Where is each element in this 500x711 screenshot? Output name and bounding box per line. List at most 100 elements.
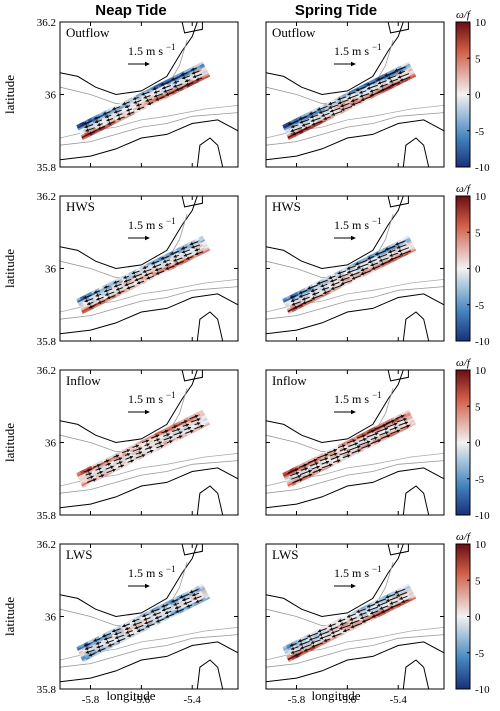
- velocity-arrowhead: [182, 76, 186, 80]
- coastline-ceuta: [402, 485, 430, 515]
- velocity-arrowhead: [308, 469, 312, 474]
- bathymetry-contour: [266, 112, 444, 146]
- velocity-arrowhead: [359, 612, 363, 616]
- velocity-arrowhead: [118, 457, 122, 461]
- velocity-arrowhead: [297, 475, 302, 479]
- velocity-arrowhead: [312, 292, 316, 296]
- scale-arrowhead: [351, 583, 356, 589]
- velocity-arrowhead: [115, 454, 120, 458]
- velocity-arrowhead: [307, 634, 311, 638]
- vorticity-cell: [198, 583, 204, 588]
- y-tick-label: 36.2: [37, 191, 56, 203]
- velocity-arrowhead: [372, 614, 376, 618]
- velocity-arrowhead: [136, 103, 140, 107]
- panel-content: [266, 22, 444, 167]
- coastline-ceuta: [196, 485, 224, 515]
- x-axis-label-left: longitude: [106, 688, 155, 703]
- scale-arrowhead: [351, 61, 356, 67]
- velocity-arrowhead: [155, 97, 159, 101]
- velocity-arrowhead: [375, 252, 379, 256]
- vorticity-cell: [198, 409, 204, 414]
- x-tick-label: -5.6: [339, 694, 357, 706]
- velocity-arrowhead: [360, 267, 365, 272]
- velocity-arrowhead: [189, 241, 194, 246]
- velocity-arrowhead: [355, 87, 360, 92]
- velocity-arrowhead: [160, 444, 164, 448]
- velocity-arrowhead: [337, 97, 341, 101]
- velocity-arrowhead: [178, 431, 183, 435]
- panel-label: LWS: [66, 547, 92, 562]
- velocity-arrowhead: [320, 283, 324, 288]
- velocity-arrowhead: [361, 97, 365, 102]
- velocity-arrowhead: [406, 424, 410, 429]
- velocity-arrowhead: [114, 632, 118, 636]
- colorbar-tick-label: 5: [475, 401, 481, 413]
- velocity-arrowhead: [165, 262, 169, 267]
- velocity-arrowhead: [323, 290, 327, 295]
- velocity-arrowhead: [301, 123, 306, 127]
- velocity-arrowhead: [370, 611, 374, 615]
- velocity-arrowhead: [156, 619, 160, 623]
- velocity-arrowhead: [310, 288, 315, 293]
- vorticity-cell: [404, 235, 410, 240]
- velocity-arrowhead: [84, 124, 88, 129]
- coastline-south: [60, 293, 238, 335]
- velocity-arrowhead: [375, 600, 379, 604]
- vorticity-cell: [404, 409, 410, 414]
- velocity-arrowhead: [336, 459, 341, 463]
- velocity-arrowhead: [313, 458, 318, 463]
- velocity-arrowhead: [115, 635, 119, 640]
- velocity-arrowhead: [194, 414, 199, 419]
- bathymetry-contour: [60, 286, 238, 320]
- velocity-arrowhead: [376, 603, 381, 607]
- velocity-arrowhead: [377, 439, 381, 443]
- panel-inflow-neap: 1.5 m s −1 Inflow 36.2 36 35.8 latitude: [2, 365, 239, 522]
- y-tick-label: 36.2: [37, 539, 56, 551]
- velocity-arrowhead: [105, 114, 109, 119]
- velocity-arrowhead: [192, 74, 197, 79]
- y-axis-label: latitude: [2, 75, 17, 114]
- velocity-arrowhead: [362, 619, 366, 623]
- velocity-arrowhead: [132, 622, 137, 626]
- colorbars: 1050-5-10ω/f1050-5-10ω/f1050-5-10ω/f1050…: [455, 9, 490, 696]
- velocity-arrowhead: [347, 614, 351, 618]
- velocity-arrowhead: [318, 468, 322, 473]
- velocity-arrowhead: [105, 292, 109, 296]
- velocity-arrowhead: [123, 275, 127, 279]
- velocity-arrowhead: [328, 275, 333, 280]
- velocity-arrowhead: [385, 431, 389, 435]
- velocity-arrowhead: [150, 449, 154, 454]
- velocity-arrowhead: [340, 622, 344, 626]
- velocity-arrowhead: [347, 96, 352, 100]
- velocity-arrowhead: [137, 106, 141, 111]
- velocity-arrowhead: [346, 454, 351, 458]
- velocity-arrowhead: [396, 593, 400, 597]
- scale-exponent: −1: [166, 42, 176, 52]
- velocity-arrowhead: [300, 645, 304, 650]
- velocity-arrowhead: [302, 300, 307, 305]
- panel-label: HWS: [66, 199, 95, 214]
- bathymetry-contour: [60, 112, 238, 146]
- velocity-arrowhead: [187, 426, 191, 431]
- velocity-arrowhead: [380, 262, 384, 266]
- velocity-arrowhead: [160, 82, 165, 86]
- bathymetry-contour: [266, 286, 444, 320]
- velocity-arrowhead: [331, 112, 335, 116]
- panel-outflow-spring: 1.5 m s −1 Outflow: [265, 21, 445, 168]
- y-tick-label: 36: [45, 90, 57, 102]
- velocity-arrowhead: [389, 605, 394, 609]
- velocity-arrowhead: [317, 281, 321, 285]
- velocity-arrowhead: [145, 98, 149, 102]
- velocity-arrowhead: [155, 434, 160, 438]
- velocity-arrowhead: [398, 70, 402, 75]
- coastline-ceuta: [402, 311, 430, 341]
- velocity-arrowhead: [97, 648, 101, 652]
- velocity-arrowhead: [103, 111, 107, 115]
- velocity-arrowhead: [94, 116, 98, 120]
- velocity-arrowhead: [170, 251, 174, 255]
- velocity-arrowhead: [126, 449, 130, 453]
- velocity-arrowhead: [403, 417, 407, 422]
- velocity-arrowhead: [404, 421, 408, 425]
- velocity-arrowhead: [127, 633, 131, 638]
- velocity-arrowhead: [116, 287, 120, 291]
